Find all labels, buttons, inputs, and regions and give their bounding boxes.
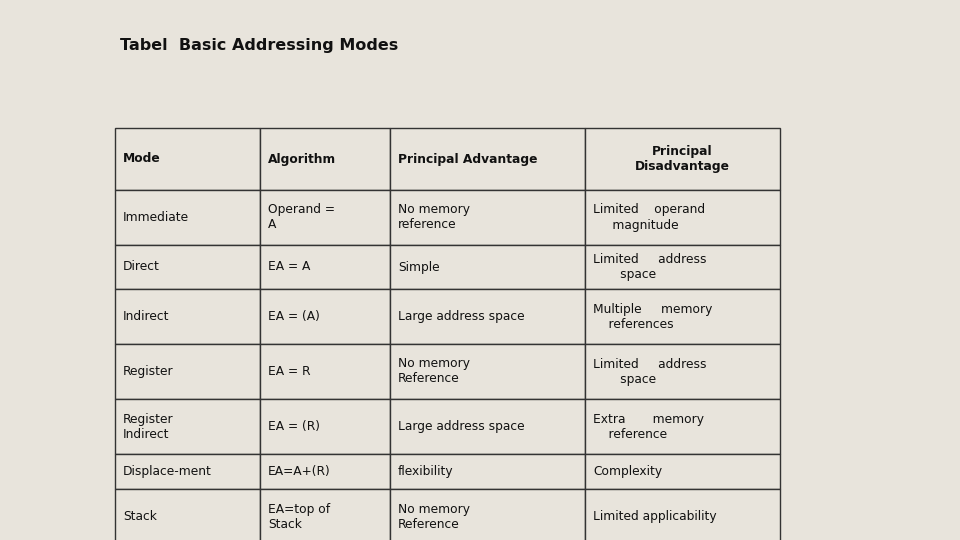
Bar bbox=[390, 245, 585, 289]
Bar bbox=[390, 289, 585, 344]
Bar bbox=[585, 344, 780, 399]
Text: Large address space: Large address space bbox=[398, 420, 524, 433]
Text: Limited applicability: Limited applicability bbox=[593, 510, 716, 523]
Text: Indirect: Indirect bbox=[123, 310, 170, 323]
Text: Operand =
A: Operand = A bbox=[268, 204, 335, 232]
Bar bbox=[585, 489, 780, 540]
Bar bbox=[390, 489, 585, 540]
Text: Algorithm: Algorithm bbox=[268, 152, 336, 165]
Text: EA = (A): EA = (A) bbox=[268, 310, 320, 323]
Bar bbox=[115, 190, 260, 245]
Bar bbox=[585, 289, 780, 344]
Text: No memory
reference: No memory reference bbox=[398, 204, 470, 232]
Bar bbox=[390, 190, 585, 245]
Bar bbox=[260, 245, 390, 289]
Bar bbox=[115, 489, 260, 540]
Text: Register
Indirect: Register Indirect bbox=[123, 413, 174, 441]
Text: Principal Advantage: Principal Advantage bbox=[398, 152, 538, 165]
Text: Limited    operand
     magnitude: Limited operand magnitude bbox=[593, 204, 706, 232]
Text: Immediate: Immediate bbox=[123, 211, 189, 224]
Text: EA=A+(R): EA=A+(R) bbox=[268, 465, 331, 478]
Text: Multiple     memory
    references: Multiple memory references bbox=[593, 302, 712, 330]
Bar bbox=[115, 128, 260, 190]
Text: EA=top of
Stack: EA=top of Stack bbox=[268, 503, 330, 530]
Text: Complexity: Complexity bbox=[593, 465, 662, 478]
Bar bbox=[260, 128, 390, 190]
Bar bbox=[390, 128, 585, 190]
Bar bbox=[585, 128, 780, 190]
Text: Direct: Direct bbox=[123, 260, 160, 273]
Bar bbox=[115, 289, 260, 344]
Bar bbox=[390, 399, 585, 454]
Bar bbox=[585, 190, 780, 245]
Bar bbox=[585, 245, 780, 289]
Text: EA = A: EA = A bbox=[268, 260, 310, 273]
Bar bbox=[260, 454, 390, 489]
Bar bbox=[260, 399, 390, 454]
Bar bbox=[115, 344, 260, 399]
Text: No memory
Reference: No memory Reference bbox=[398, 357, 470, 386]
Text: flexibility: flexibility bbox=[398, 465, 454, 478]
Bar bbox=[390, 454, 585, 489]
Bar bbox=[260, 344, 390, 399]
Bar bbox=[260, 289, 390, 344]
Text: EA = R: EA = R bbox=[268, 365, 310, 378]
Text: Mode: Mode bbox=[123, 152, 160, 165]
Bar bbox=[585, 454, 780, 489]
Text: Principal
Disadvantage: Principal Disadvantage bbox=[635, 145, 730, 173]
Bar bbox=[390, 344, 585, 399]
Text: Stack: Stack bbox=[123, 510, 156, 523]
Text: Extra       memory
    reference: Extra memory reference bbox=[593, 413, 704, 441]
Bar bbox=[115, 399, 260, 454]
Text: Limited     address
       space: Limited address space bbox=[593, 357, 707, 386]
Bar bbox=[585, 399, 780, 454]
Bar bbox=[115, 454, 260, 489]
Text: Register: Register bbox=[123, 365, 174, 378]
Text: No memory
Reference: No memory Reference bbox=[398, 503, 470, 530]
Text: Simple: Simple bbox=[398, 260, 440, 273]
Text: Displace-ment: Displace-ment bbox=[123, 465, 212, 478]
Text: Limited     address
       space: Limited address space bbox=[593, 253, 707, 281]
Bar bbox=[115, 245, 260, 289]
Bar bbox=[260, 190, 390, 245]
Text: EA = (R): EA = (R) bbox=[268, 420, 320, 433]
Text: Tabel  Basic Addressing Modes: Tabel Basic Addressing Modes bbox=[120, 38, 398, 53]
Bar bbox=[260, 489, 390, 540]
Text: Large address space: Large address space bbox=[398, 310, 524, 323]
